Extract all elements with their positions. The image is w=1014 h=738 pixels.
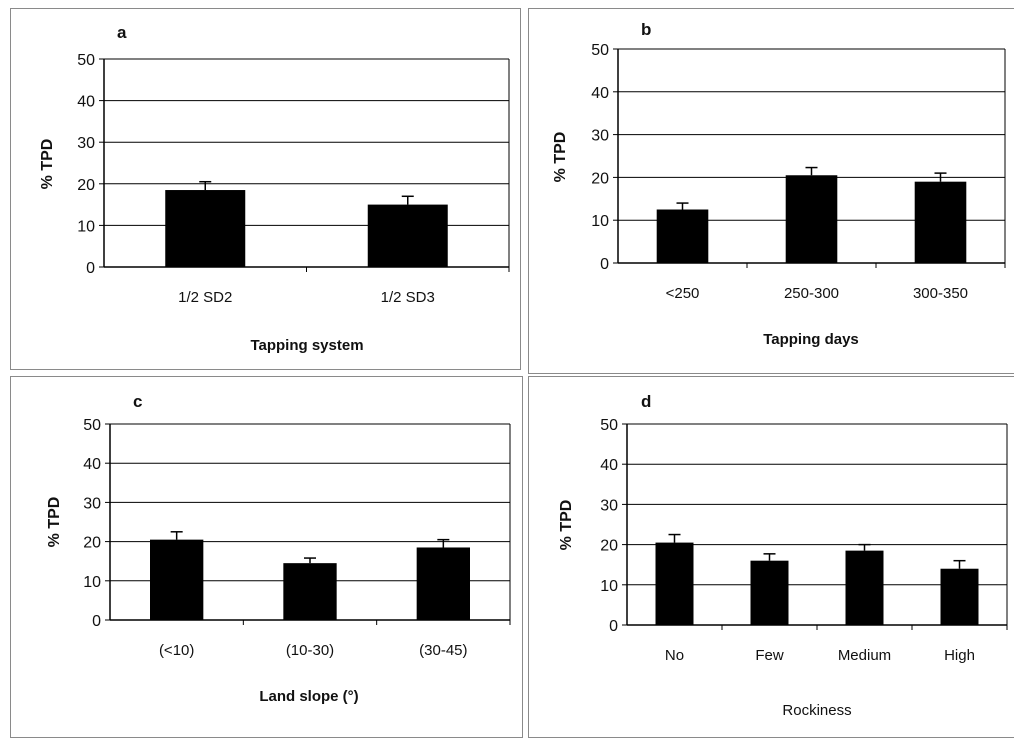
chart-svg-d: d % TPD Rockiness 0 10 20 30 40 50 No Few Medium… [558,392,1008,719]
bar [940,568,979,625]
y-tick-label: 40 [77,94,95,111]
y-tick-label: 50 [600,417,618,434]
y-tick-label: 30 [83,495,101,512]
bar [845,550,884,625]
x-tick-label: No [665,647,684,664]
y-tick-label: 30 [600,497,618,514]
bar [165,190,246,267]
panel-letter: d [641,392,651,411]
y-tick-label: 30 [77,135,95,152]
x-tick-label: 1/2 SD3 [381,289,435,306]
x-tick-label: 1/2 SD2 [178,289,232,306]
x-tick-label: Few [755,647,784,664]
bar [283,563,337,620]
chart-panel-a: a % TPD Tapping system 0 10 20 30 40 50 1/2 SD… [10,8,521,370]
bar [655,542,694,625]
y-tick-label: 10 [77,218,95,235]
y-tick-label: 20 [77,177,95,194]
y-tick-label: 0 [609,618,618,635]
y-tick-label: 10 [591,213,609,230]
y-tick-label: 50 [591,42,609,59]
x-tick-label: <250 [666,285,700,302]
y-axis-label: % TPD [558,500,575,551]
y-tick-label: 40 [600,457,618,474]
x-tick-label: 250-300 [784,285,839,302]
x-tick-label: Medium [838,647,891,664]
y-tick-label: 30 [591,128,609,145]
panel-letter: b [641,20,651,39]
y-tick-label: 50 [83,417,101,434]
y-tick-label: 0 [92,613,101,630]
x-tick-label: 300-350 [913,285,968,302]
x-tick-label: (30-45) [419,642,467,659]
y-tick-label: 20 [600,538,618,555]
bar [150,539,204,620]
bar [750,560,789,625]
y-tick-label: 40 [83,456,101,473]
y-tick-label: 20 [83,535,101,552]
panel-letter: a [117,23,127,42]
x-tick-label: (<10) [159,642,194,659]
chart-panel-d: d % TPD Rockiness 0 10 20 30 40 50 No Few Medium… [528,376,1014,738]
y-tick-label: 10 [600,578,618,595]
bar [416,547,470,620]
x-axis-label: Land slope (°) [259,688,358,705]
x-axis-label: Rockiness [782,702,851,719]
y-tick-label: 40 [591,85,609,102]
bar [367,204,448,267]
y-tick-label: 50 [77,52,95,69]
x-tick-label: High [944,647,975,664]
y-tick-label: 0 [600,256,609,273]
panel-letter: c [133,392,142,411]
x-tick-label: (10-30) [286,642,334,659]
x-axis-label: Tapping system [250,337,363,354]
chart-panel-c: c % TPD Land slope (°) 0 10 20 30 40 50 (<10) (… [10,376,523,738]
y-axis-label: % TPD [552,132,569,183]
y-axis-label: % TPD [46,497,63,548]
bar [785,175,838,263]
bar [656,209,709,263]
chart-svg-c: c % TPD Land slope (°) 0 10 20 30 40 50 (<10) (… [46,392,511,705]
chart-svg-a: a % TPD Tapping system 0 10 20 30 40 50 1/2 SD… [39,23,510,354]
y-tick-label: 0 [86,260,95,277]
chart-svg-b: b % TPD Tapping days 0 10 20 30 40 50 <250 250-… [552,20,1006,348]
x-axis-label: Tapping days [763,331,859,348]
y-tick-label: 10 [83,574,101,591]
y-tick-label: 20 [591,170,609,187]
chart-panel-b: b % TPD Tapping days 0 10 20 30 40 50 <250 250-… [528,8,1014,374]
y-axis-label: % TPD [39,139,56,190]
bar [914,181,967,263]
